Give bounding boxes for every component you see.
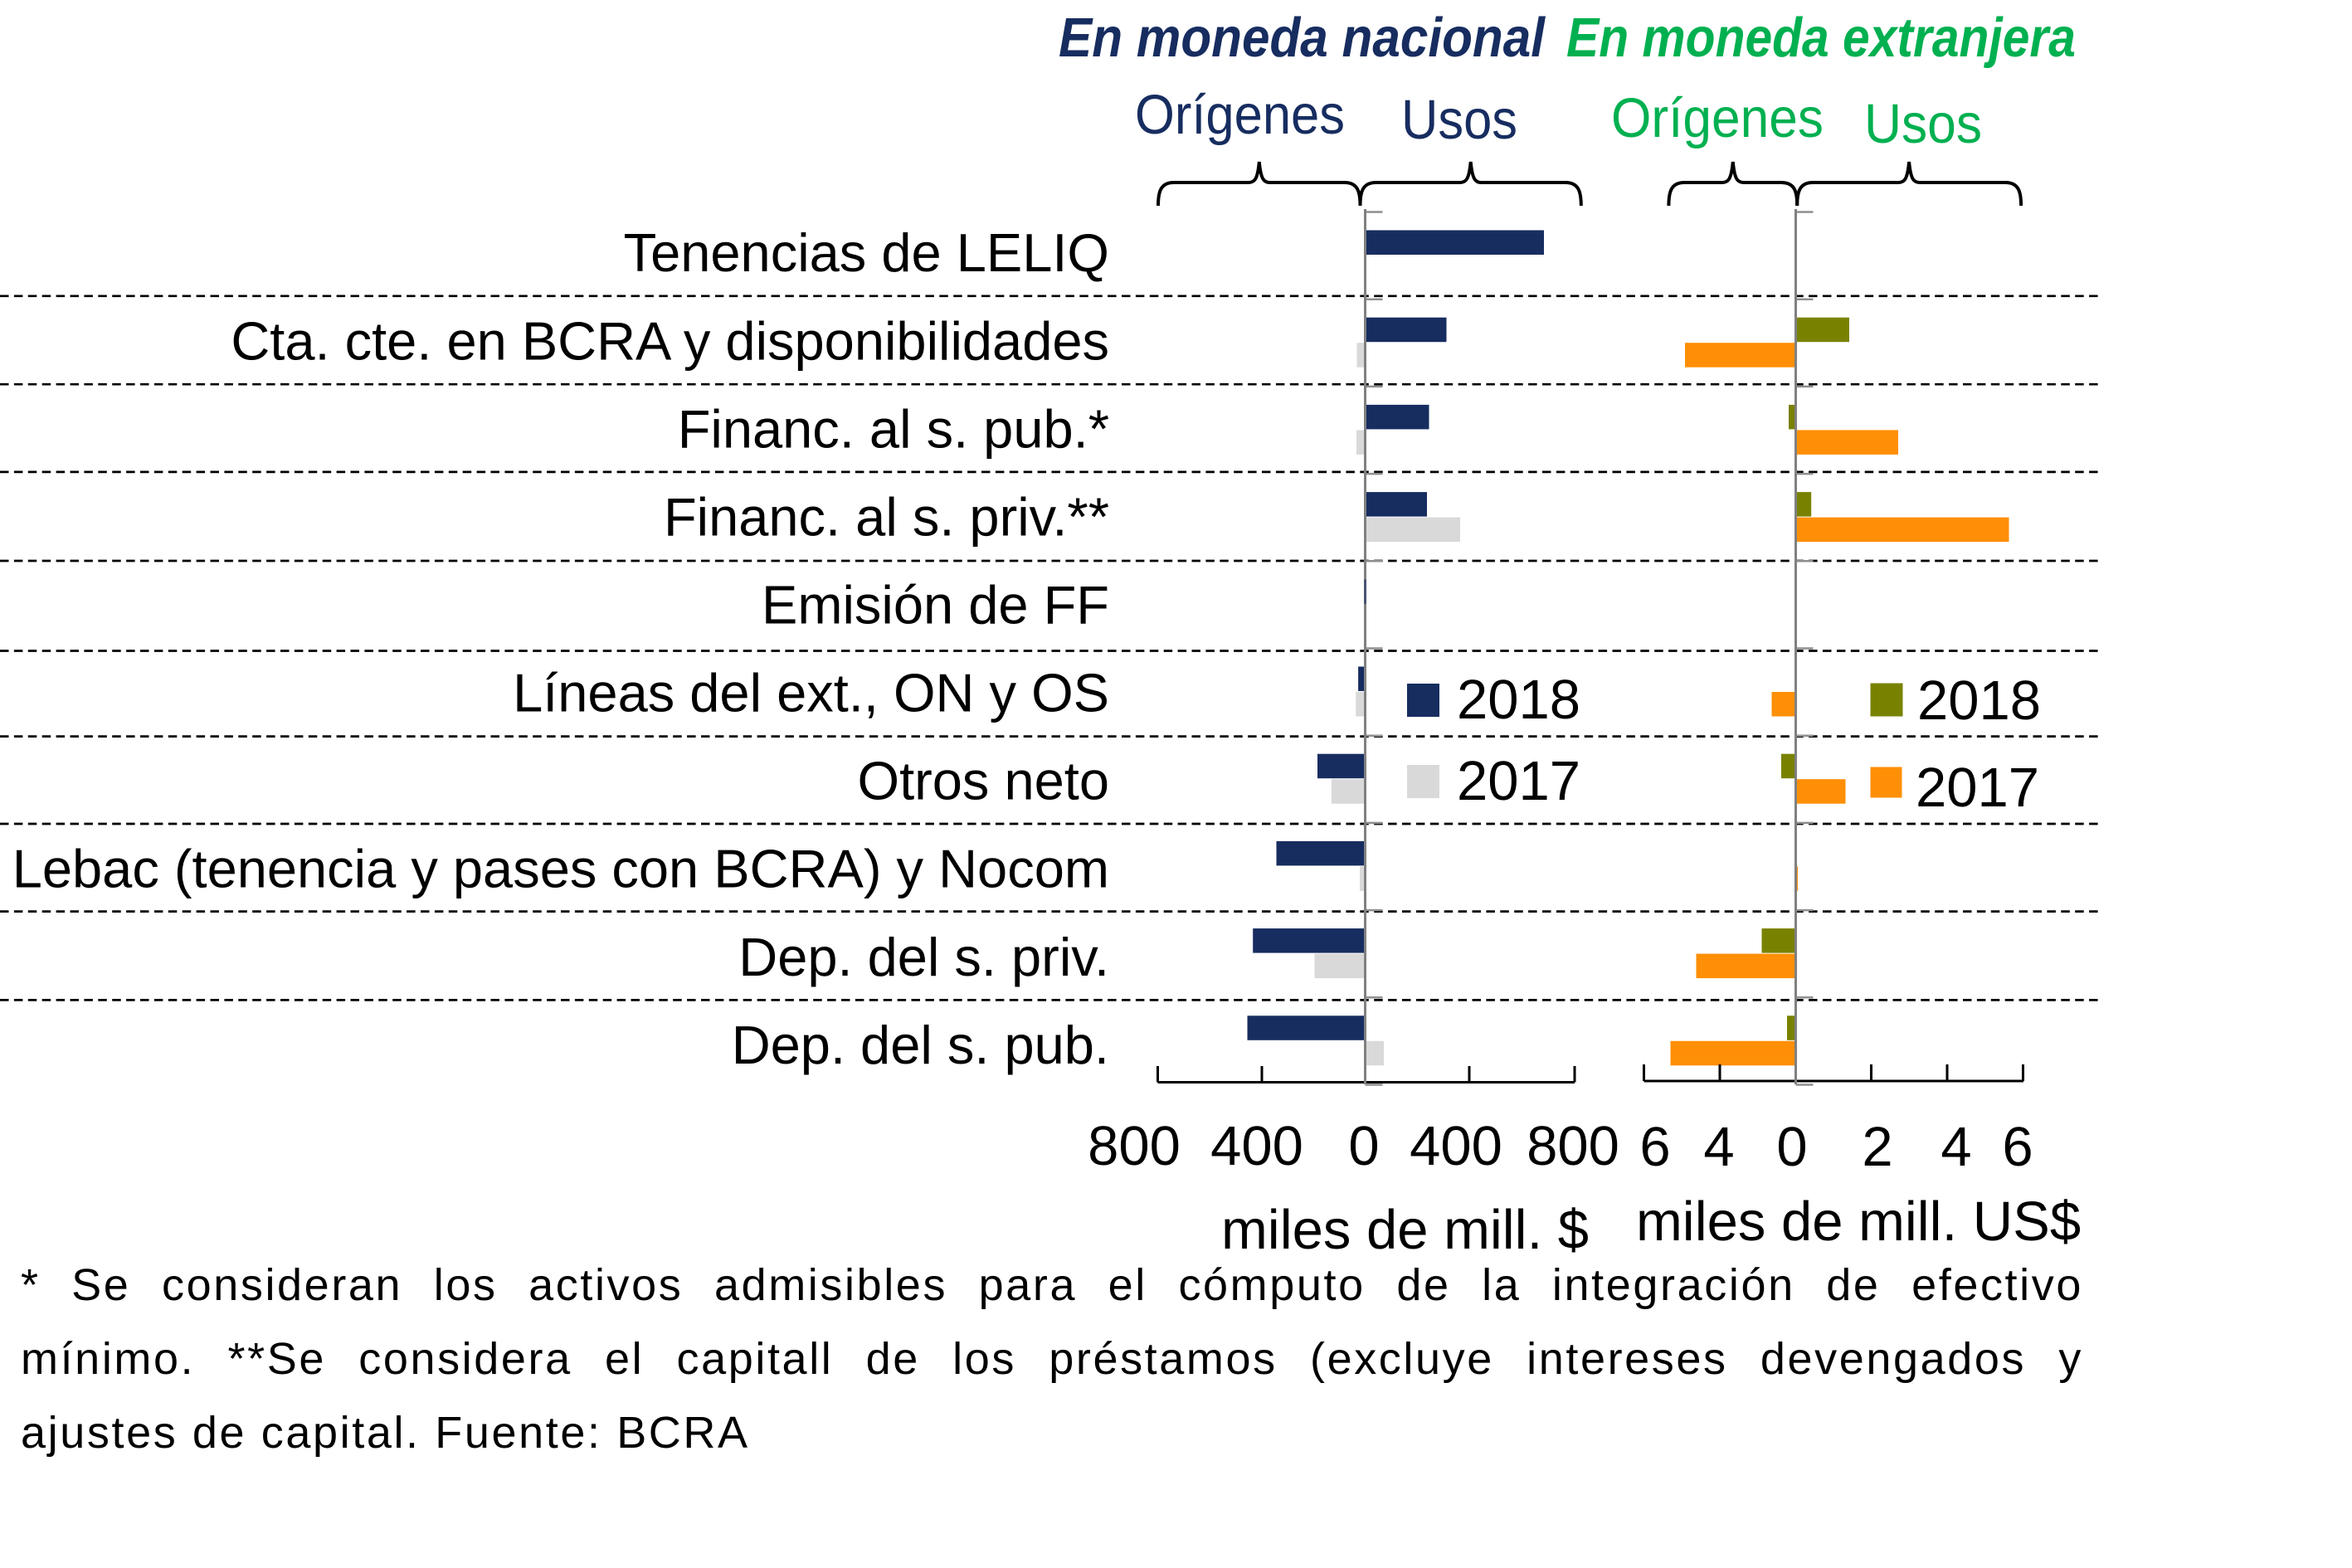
svg-text:Dep. del s. priv.: Dep. del s. priv.: [738, 927, 1109, 987]
svg-text:Usos: Usos: [1401, 89, 1517, 151]
svg-text:Emisión de FF: Emisión de FF: [762, 575, 1109, 635]
svg-text:Dep. del s. pub.: Dep. del s. pub.: [732, 1015, 1109, 1075]
svg-text:2: 2: [1862, 1116, 1892, 1178]
svg-text:Otros neto: Otros neto: [858, 751, 1109, 811]
svg-text:2017: 2017: [1457, 750, 1580, 812]
svg-text:4: 4: [1703, 1116, 1734, 1178]
svg-text:Financ. al s. pub.*: Financ. al s. pub.*: [678, 398, 1109, 459]
svg-text:6: 6: [2002, 1116, 2033, 1178]
svg-text:miles de mill. $: miles de mill. $: [1221, 1199, 1589, 1261]
svg-text:miles de mill. US$: miles de mill. US$: [1636, 1191, 2081, 1253]
svg-text:Orígenes: Orígenes: [1135, 84, 1345, 146]
svg-text:2018: 2018: [1917, 670, 2041, 732]
svg-text:6: 6: [1639, 1116, 1670, 1178]
svg-text:Orígenes: Orígenes: [1611, 87, 1824, 149]
svg-text:4: 4: [1941, 1116, 1971, 1178]
svg-text:Lebac (tenencia y pases con BC: Lebac (tenencia y pases con BCRA) y Noco…: [12, 839, 1109, 899]
svg-text:Líneas del ext., ON y OS: Líneas del ext., ON y OS: [513, 663, 1109, 723]
svg-text:En moneda extranjera: En moneda extranjera: [1566, 7, 2076, 69]
svg-text:En moneda nacional: En moneda nacional: [1059, 7, 1546, 69]
svg-text:Cta. cte. en BCRA y disponibil: Cta. cte. en BCRA y disponibilidades: [231, 310, 1109, 371]
svg-text:Financ. al s. priv.**: Financ. al s. priv.**: [664, 486, 1109, 547]
svg-text:800: 800: [1088, 1115, 1181, 1177]
svg-text:Tenencias de LELIQ: Tenencias de LELIQ: [624, 222, 1109, 283]
svg-text:400: 400: [1410, 1115, 1502, 1177]
svg-text:400: 400: [1210, 1115, 1303, 1177]
svg-text:2017: 2017: [1916, 757, 2039, 819]
svg-text:0: 0: [1776, 1116, 1807, 1178]
svg-text:800: 800: [1527, 1115, 1619, 1177]
svg-text:Usos: Usos: [1864, 93, 1982, 155]
svg-text:2018: 2018: [1457, 669, 1580, 731]
svg-text:0: 0: [1348, 1115, 1379, 1177]
